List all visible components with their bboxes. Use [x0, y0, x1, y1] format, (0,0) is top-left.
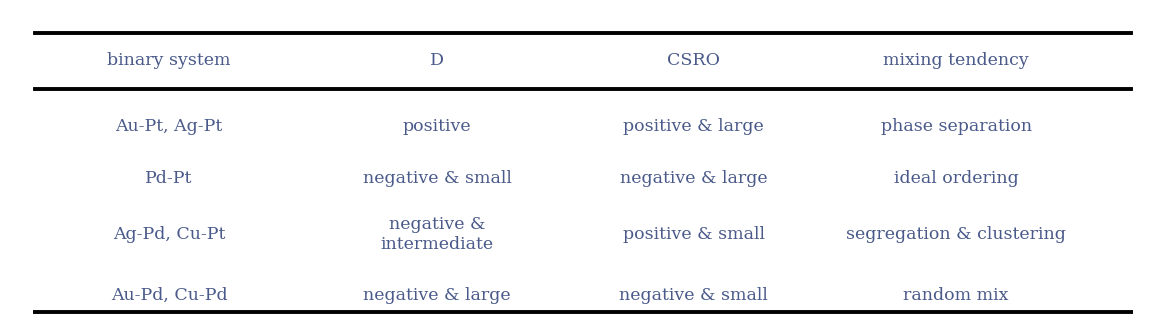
Text: Pd-Pt: Pd-Pt — [146, 170, 192, 187]
Text: positive & small: positive & small — [623, 226, 765, 243]
Text: phase separation: phase separation — [880, 118, 1032, 135]
Text: negative & large: negative & large — [620, 170, 767, 187]
Text: CSRO: CSRO — [667, 52, 721, 69]
Text: negative & small: negative & small — [619, 287, 768, 304]
Text: random mix: random mix — [904, 287, 1009, 304]
Text: Au-Pt, Ag-Pt: Au-Pt, Ag-Pt — [115, 118, 223, 135]
Text: positive & large: positive & large — [624, 118, 764, 135]
Text: Au-Pd, Cu-Pd: Au-Pd, Cu-Pd — [111, 287, 227, 304]
Text: negative &
intermediate: negative & intermediate — [380, 215, 494, 254]
Text: negative & small: negative & small — [363, 170, 512, 187]
Text: positive: positive — [403, 118, 471, 135]
Text: binary system: binary system — [107, 52, 231, 69]
Text: ideal ordering: ideal ordering — [894, 170, 1018, 187]
Text: segregation & clustering: segregation & clustering — [847, 226, 1066, 243]
Text: D: D — [430, 52, 444, 69]
Text: Ag-Pd, Cu-Pt: Ag-Pd, Cu-Pt — [113, 226, 225, 243]
Text: mixing tendency: mixing tendency — [883, 52, 1028, 69]
Text: negative & large: negative & large — [364, 287, 511, 304]
